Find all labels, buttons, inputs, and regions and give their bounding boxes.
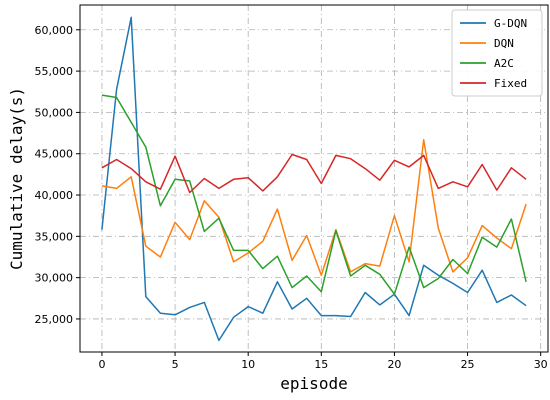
y-tick-label: 55,000: [35, 65, 74, 78]
y-tick-label: 35,000: [35, 230, 74, 243]
series-line-fixed: [101, 153, 527, 194]
x-tick-label: 25: [461, 358, 475, 371]
legend-label-g-dqn: G-DQN: [494, 17, 527, 30]
x-tick-label: 20: [387, 358, 401, 371]
y-tick-label: 60,000: [35, 24, 74, 37]
y-tick-label: 30,000: [35, 272, 74, 285]
x-tick-label: 0: [98, 358, 105, 371]
plot-frame: [79, 4, 549, 353]
x-tick-label: 10: [241, 358, 255, 371]
y-tick-label: 45,000: [35, 148, 74, 161]
y-tick-label: 50,000: [35, 106, 74, 119]
x-tick-label: 15: [314, 358, 328, 371]
axis-ticks: 0 5 10 15 20 25 30 25,000 30,000 35,000 40,000 45,0…: [35, 24, 548, 371]
legend: G-DQN DQN A2C Fixed: [451, 9, 543, 97]
legend-label-fixed: Fixed: [494, 77, 527, 90]
legend-label-a2c: A2C: [494, 57, 514, 70]
legend-label-dqn: DQN: [494, 37, 514, 50]
y-axis-title: Cumulative delay(s): [7, 87, 26, 270]
y-tick-label: 40,000: [35, 189, 74, 202]
legend-box: [451, 9, 543, 97]
series-line-dqn: [101, 138, 527, 276]
y-tick-label: 25,000: [35, 313, 74, 326]
series-line-g-dqn: [101, 16, 527, 342]
series-lines: [101, 16, 527, 342]
x-tick-label: 30: [534, 358, 548, 371]
grid: [80, 5, 548, 352]
x-tick-label: 5: [172, 358, 179, 371]
series-line-a2c: [101, 94, 527, 295]
x-axis-title: episode: [280, 374, 347, 393]
